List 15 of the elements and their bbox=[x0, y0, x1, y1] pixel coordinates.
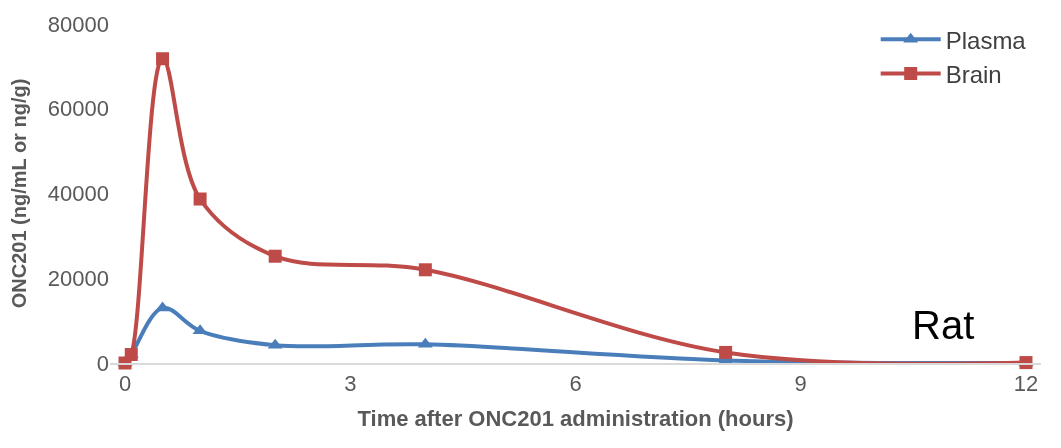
y-tick-label: 80000 bbox=[47, 11, 109, 37]
x-tick-label: 6 bbox=[569, 371, 582, 397]
x-tick-label: 9 bbox=[794, 371, 807, 397]
x-tick-label: 3 bbox=[344, 371, 357, 397]
y-tick-label: 40000 bbox=[47, 181, 109, 207]
x-tick-label: 12 bbox=[1013, 371, 1039, 397]
y-tick-label: 20000 bbox=[47, 265, 109, 291]
annotation: Rat bbox=[912, 303, 975, 347]
legend-label: Plasma bbox=[945, 26, 1027, 54]
y-axis-title: ONC201 (ng/mL or ng/g) bbox=[8, 78, 31, 309]
y-tick-label: 0 bbox=[96, 350, 109, 376]
legend-label: Brain bbox=[945, 60, 1002, 88]
x-axis-title: Time after ONC201 administration (hours) bbox=[357, 405, 794, 431]
y-tick-label: 60000 bbox=[47, 96, 109, 122]
x-tick-label: 0 bbox=[118, 371, 132, 397]
